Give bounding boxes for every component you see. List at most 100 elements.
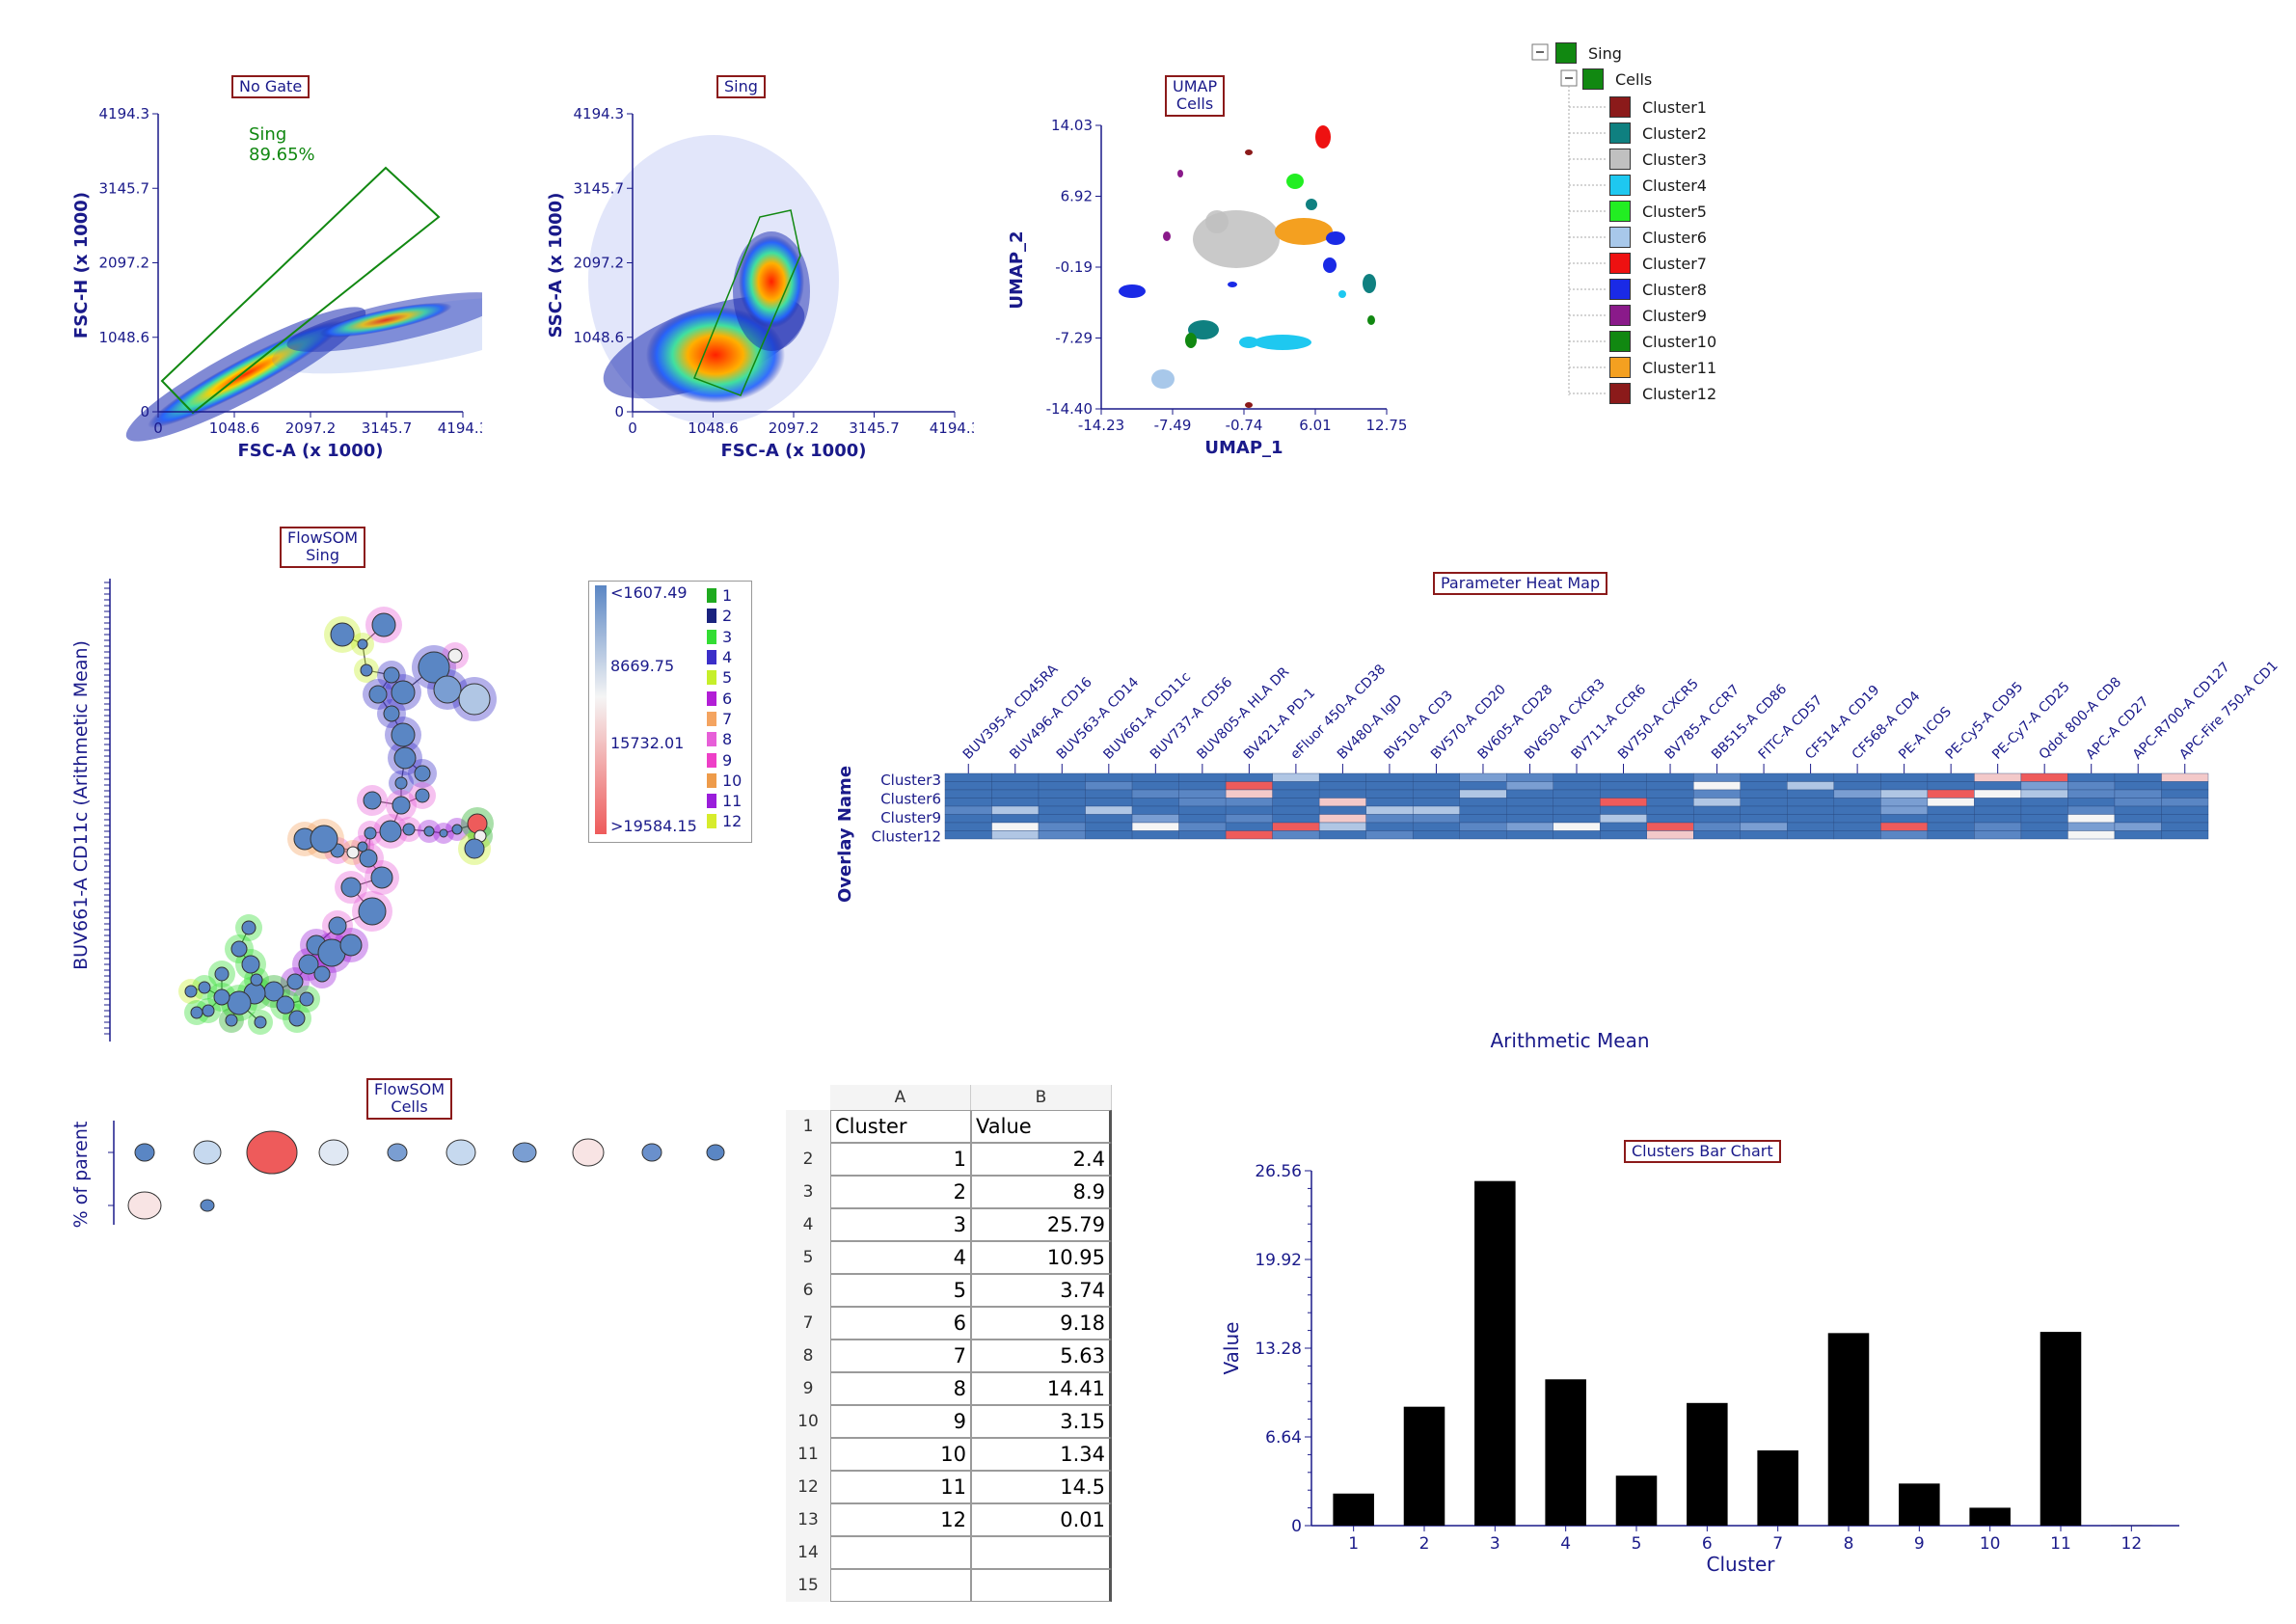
row-number[interactable]: 2 (786, 1143, 830, 1176)
heatmap-cell[interactable] (1085, 830, 1133, 840)
heatmap-cell[interactable] (1225, 789, 1273, 798)
cell-b[interactable]: Value (971, 1110, 1112, 1143)
heatmap-cell[interactable] (1880, 798, 1929, 807)
heatmap-cell[interactable] (1880, 830, 1929, 840)
heatmap-cell[interactable] (1740, 822, 1788, 831)
heatmap-cell[interactable] (1131, 798, 1179, 807)
heatmap-cell[interactable] (1225, 798, 1273, 807)
tree-node-cluster10[interactable]: Cluster10 (1609, 329, 1716, 354)
heatmap-cell[interactable] (991, 789, 1040, 798)
heatmap-cell[interactable] (1365, 789, 1414, 798)
clusters-bar-chart[interactable]: Clusters Bar Chart Cluster Value 0 6.64 13… (1205, 1128, 2208, 1591)
heatmap-cell[interactable] (944, 814, 992, 824)
heatmap-cell[interactable] (1318, 822, 1366, 831)
som-node[interactable] (330, 622, 355, 647)
heatmap-cell[interactable] (1506, 781, 1553, 791)
heatmap-cell[interactable] (1272, 798, 1320, 807)
heatmap-cell[interactable] (2067, 798, 2116, 807)
row-number[interactable]: 7 (786, 1307, 830, 1340)
heatmap-cell[interactable] (1365, 830, 1414, 840)
plot-title-no-gate[interactable]: No Gate (231, 75, 311, 99)
heatmap-cell[interactable] (1178, 798, 1227, 807)
heatmap-cell[interactable] (944, 798, 992, 807)
heatmap-cell[interactable] (1131, 822, 1179, 831)
heatmap-cell[interactable] (1787, 789, 1835, 798)
heatmap-cell[interactable] (1365, 772, 1414, 782)
cells-gate-polygon[interactable] (693, 209, 801, 396)
som-node[interactable] (358, 897, 387, 926)
heatmap-cell[interactable] (1927, 798, 1975, 807)
row-number[interactable]: 8 (786, 1340, 830, 1372)
heatmap-cell[interactable] (1131, 830, 1179, 840)
heatmap-cell[interactable] (1225, 781, 1273, 791)
cell-a[interactable]: 1 (830, 1143, 971, 1176)
som-node[interactable] (276, 995, 295, 1015)
heatmap-cell[interactable] (1693, 789, 1742, 798)
heatmap-cell[interactable] (1506, 798, 1553, 807)
heatmap-cell[interactable] (1506, 830, 1553, 840)
som-node[interactable] (402, 823, 416, 836)
heatmap-cell[interactable] (1365, 805, 1414, 815)
heatmap-cell[interactable] (944, 822, 992, 831)
som-node[interactable] (213, 988, 230, 1006)
heatmap-cell[interactable] (1740, 772, 1788, 782)
heatmap-cell[interactable] (944, 781, 992, 791)
heatmap-cell[interactable] (1974, 781, 2022, 791)
bar-cluster-10[interactable] (1969, 1507, 2011, 1526)
heatmap-cell[interactable] (2161, 830, 2209, 840)
som-node[interactable] (288, 1010, 306, 1027)
heatmap-cell[interactable] (2114, 822, 2162, 831)
plot-title-heatmap[interactable]: Parameter Heat Map (1433, 572, 1608, 596)
heatmap-cell[interactable] (991, 822, 1040, 831)
spreadsheet[interactable]: A B 1 Cluster Value 2 1 2.4 3 2 8.9 4 3 25.79 5 4 10.95 6… (786, 1085, 1114, 1624)
heatmap-cell[interactable] (1272, 830, 1320, 840)
row-number[interactable]: 6 (786, 1274, 830, 1307)
heatmap-cell[interactable] (1365, 822, 1414, 831)
heatmap-cell[interactable] (1365, 814, 1414, 824)
heatmap-cell[interactable] (1225, 830, 1273, 840)
heatmap-cell[interactable] (1974, 830, 2022, 840)
heatmap-cell[interactable] (1927, 781, 1975, 791)
heatmap-cell[interactable] (1459, 789, 1507, 798)
plot-title-umap[interactable]: UMAP Cells (1165, 75, 1226, 117)
heatmap-cell[interactable] (2067, 814, 2116, 824)
heatmap-cell[interactable] (1131, 814, 1179, 824)
heatmap-cell[interactable] (1646, 798, 1694, 807)
plot-title-flowsom[interactable]: FlowSOM Sing (280, 527, 366, 568)
heatmap-cell[interactable] (991, 814, 1040, 824)
heatmap-cell[interactable] (1787, 772, 1835, 782)
heatmap-cell[interactable] (1600, 822, 1647, 831)
heatmap-cell[interactable] (1600, 781, 1647, 791)
heatmap-cell[interactable] (1974, 814, 2022, 824)
heatmap-cell[interactable] (1927, 822, 1975, 831)
heatmap-cell[interactable] (1131, 789, 1179, 798)
heatmap-cell[interactable] (1459, 822, 1507, 831)
heatmap-cell[interactable] (1693, 798, 1742, 807)
som-node[interactable] (415, 788, 430, 803)
heatmap-cell[interactable] (1178, 830, 1227, 840)
som-node[interactable] (346, 846, 360, 859)
heatmap-cell[interactable] (1553, 814, 1601, 824)
heatmap-cell[interactable] (1038, 830, 1086, 840)
heatmap-cell[interactable] (2067, 772, 2116, 782)
cell-a[interactable]: 5 (830, 1274, 971, 1307)
som-node[interactable] (364, 826, 377, 840)
cell-a[interactable]: 9 (830, 1405, 971, 1438)
heatmap-cell[interactable] (1318, 814, 1366, 824)
heatmap-cell[interactable] (1787, 814, 1835, 824)
heatmap-cell[interactable] (1740, 805, 1788, 815)
som-node[interactable] (464, 838, 485, 859)
bar-cluster-9[interactable] (1899, 1483, 1940, 1526)
heatmap-cell[interactable] (1787, 830, 1835, 840)
heatmap-cell[interactable] (1038, 805, 1086, 815)
heatmap-cell[interactable] (2161, 814, 2209, 824)
heatmap-cell[interactable] (1506, 789, 1553, 798)
som-node[interactable] (363, 791, 382, 810)
heatmap-cell[interactable] (1272, 814, 1320, 824)
som-node[interactable] (340, 877, 362, 898)
heatmap-cell[interactable] (2020, 805, 2068, 815)
heatmap-cell[interactable] (944, 830, 992, 840)
cell-a[interactable]: 6 (830, 1307, 971, 1340)
heatmap-cell[interactable] (1553, 830, 1601, 840)
heatmap-cell[interactable] (2114, 830, 2162, 840)
